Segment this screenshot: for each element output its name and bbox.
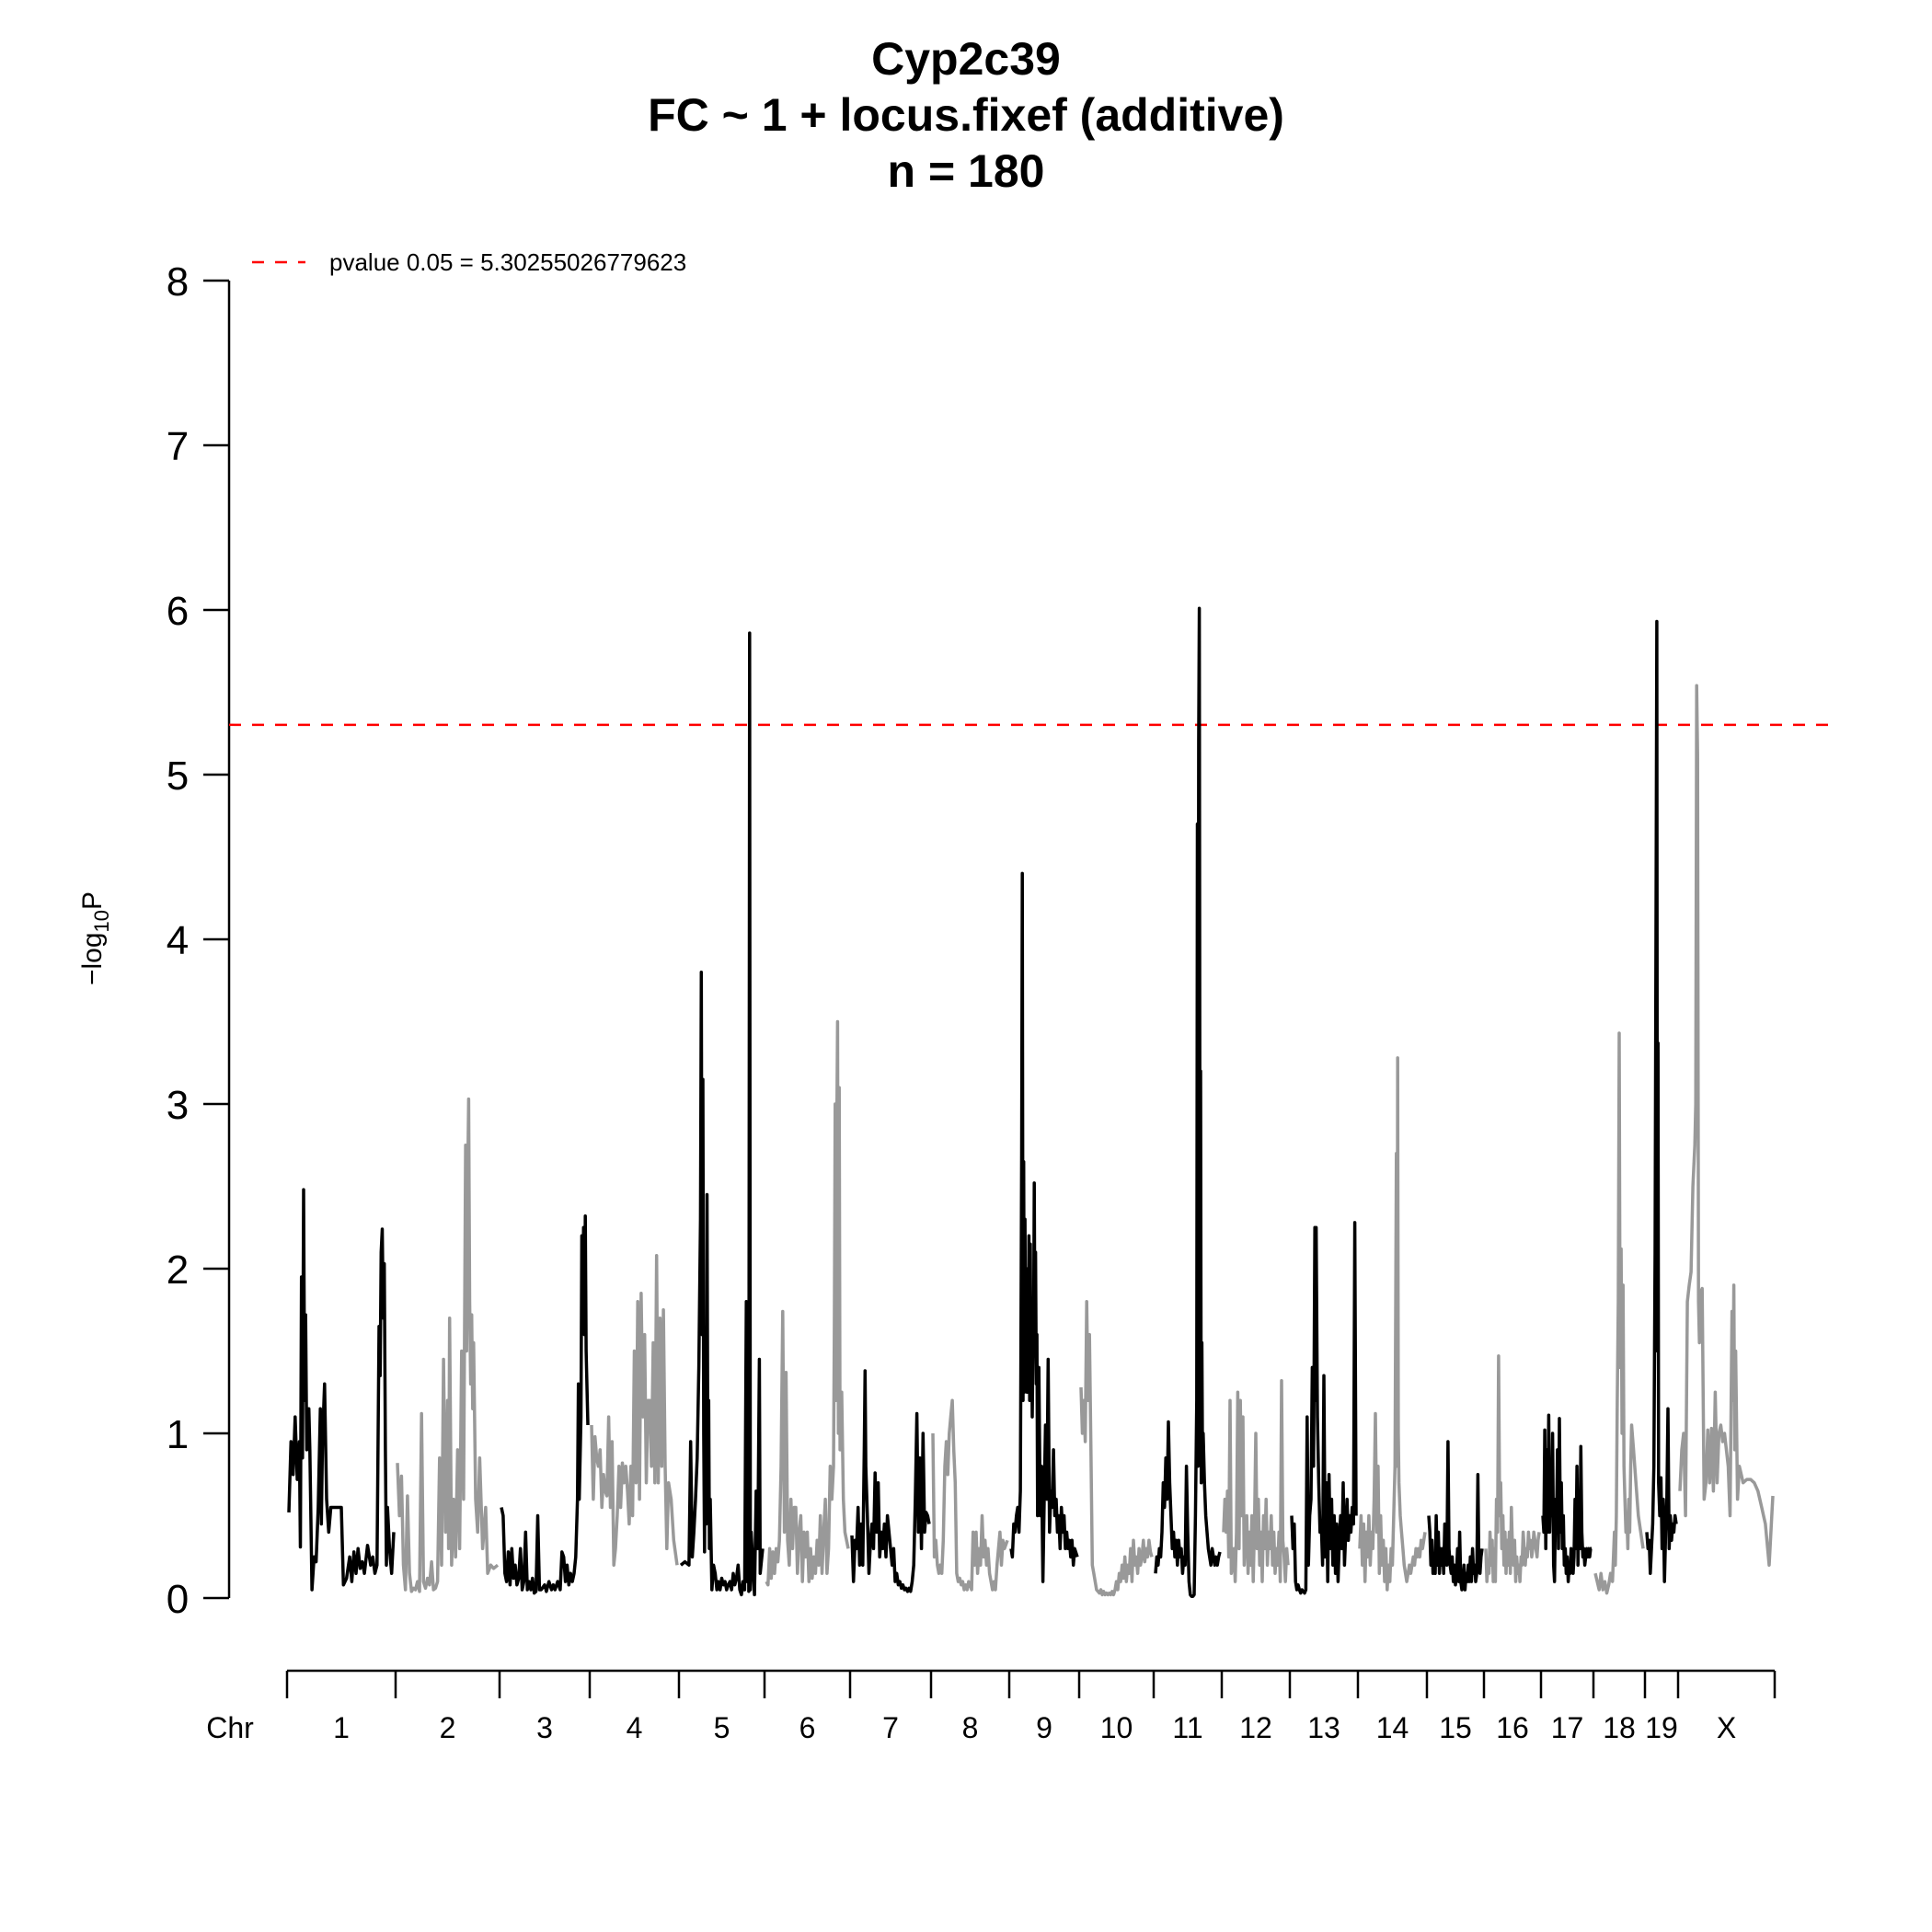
series-chr-10 <box>1079 1300 1154 1597</box>
x-tick-label-chr-10: 10 <box>1100 1711 1133 1744</box>
series-chr-17 <box>1541 1413 1593 1583</box>
series-chr-19 <box>1645 619 1678 1583</box>
series-chr-8 <box>931 1398 1009 1592</box>
series-chr-2 <box>396 1097 500 1593</box>
x-tick-label-chr-2: 2 <box>440 1711 456 1744</box>
x-tick-label-chr-16: 16 <box>1496 1711 1529 1744</box>
x-tick-label-chr-5: 5 <box>714 1711 730 1744</box>
y-axis-label-text: −log10P <box>77 891 113 985</box>
y-tick-label: 8 <box>167 259 189 305</box>
legend-label: pvalue 0.05 = 5.30255026779623 <box>329 248 686 276</box>
x-tick-label-chr-14: 14 <box>1376 1711 1409 1744</box>
series-chr-9 <box>1009 871 1079 1583</box>
series-chr-11 <box>1154 606 1222 1598</box>
series-chr-18 <box>1593 1031 1645 1595</box>
x-axis: Chr 1 2 3 4 5 6 7 8 9 10 11 12 13 14 15 16 17 18 19 X <box>206 1669 1777 1744</box>
series-chr-14 <box>1358 1056 1427 1592</box>
y-tick-label: 4 <box>167 918 189 963</box>
x-tick-label-chr-19: 19 <box>1645 1711 1678 1744</box>
series-chr-12 <box>1222 1378 1290 1583</box>
y-axis-label: −log10P <box>77 891 113 985</box>
series-chr-16 <box>1484 1354 1541 1583</box>
series-chr-7 <box>850 1369 931 1593</box>
x-tick-label-chr-3: 3 <box>536 1711 553 1744</box>
legend: pvalue 0.05 = 5.30255026779623 <box>252 248 686 276</box>
x-tick-label-chr-17: 17 <box>1551 1711 1584 1744</box>
y-tick-label: 0 <box>167 1577 189 1622</box>
y-tick-label: 2 <box>167 1248 189 1293</box>
x-tick-label-chr-7: 7 <box>882 1711 899 1744</box>
x-tick-label-chr-8: 8 <box>962 1711 979 1744</box>
series-chr-6 <box>765 1019 850 1587</box>
x-tick-label-chr-9: 9 <box>1036 1711 1052 1744</box>
chart-subtitle: FC ~ 1 + locus.fixef (additive) <box>648 89 1284 141</box>
y-tick-label: 6 <box>167 589 189 634</box>
x-tick-label-chr-X: X <box>1717 1711 1736 1744</box>
series-chr-3 <box>500 1213 590 1595</box>
series-chr-1 <box>287 1188 396 1592</box>
series-lines <box>287 606 1775 1598</box>
x-tick-label-chr-13: 13 <box>1307 1711 1340 1744</box>
x-tick-label-chr-1: 1 <box>333 1711 350 1744</box>
x-tick-label-chr-11: 11 <box>1172 1711 1202 1744</box>
series-chr-15 <box>1427 1440 1484 1592</box>
x-tick-label-chr-4: 4 <box>627 1711 643 1744</box>
x-tick-label-chr-18: 18 <box>1603 1711 1636 1744</box>
y-tick-label: 1 <box>167 1412 189 1457</box>
series-chr-13 <box>1290 1221 1358 1595</box>
x-tick-label-chr-6: 6 <box>799 1711 816 1744</box>
y-tick-label: 5 <box>167 753 189 799</box>
y-tick-label: 3 <box>167 1083 189 1128</box>
x-axis-label: Chr <box>206 1711 254 1744</box>
x-tick-label-chr-12: 12 <box>1239 1711 1272 1744</box>
series-chr-4 <box>590 1253 679 1567</box>
x-tick-label-chr-15: 15 <box>1439 1711 1472 1744</box>
chart-title: Cyp2c39 <box>871 33 1061 85</box>
series-chr-X <box>1678 684 1775 1567</box>
y-axis: 0 1 2 3 4 5 6 7 8 <box>167 259 231 1622</box>
series-chr-5 <box>679 631 765 1597</box>
chart-sample-size: n = 180 <box>887 145 1045 197</box>
y-tick-label: 7 <box>167 424 189 469</box>
